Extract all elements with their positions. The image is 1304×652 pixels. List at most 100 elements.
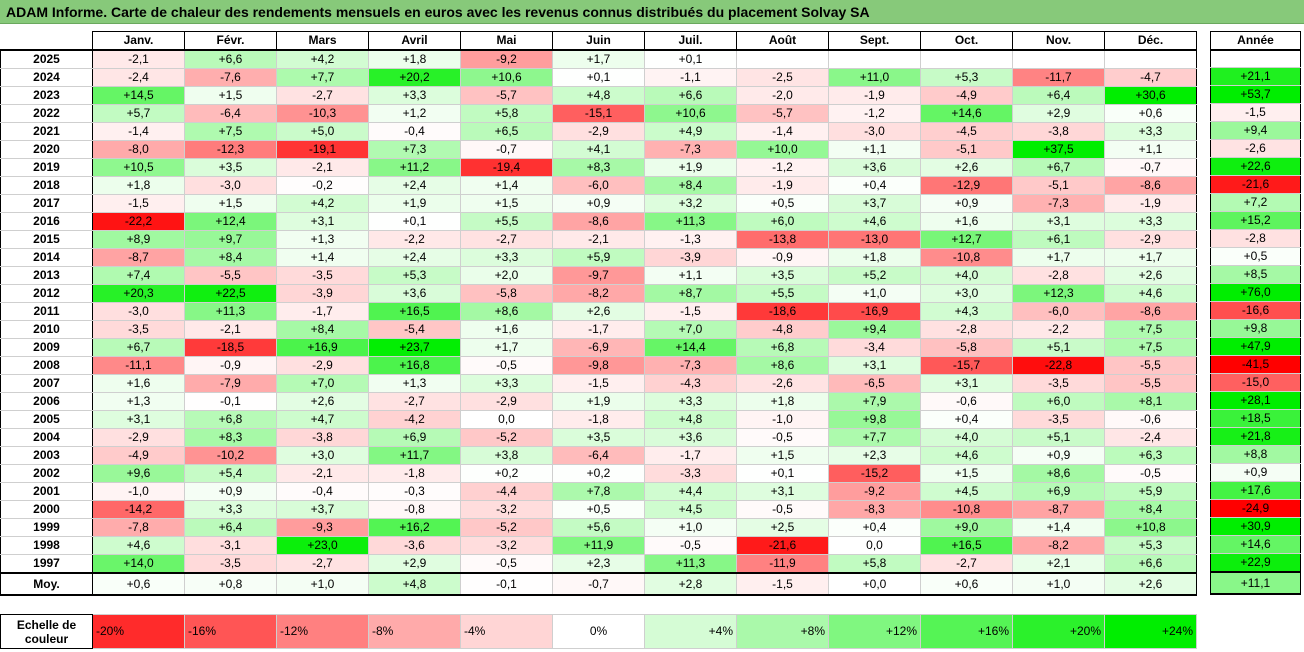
heatmap-cell: +4,7 bbox=[276, 410, 369, 429]
heatmap-cell: +7,4 bbox=[92, 266, 185, 285]
heatmap-cell: +1,7 bbox=[1012, 248, 1105, 267]
heatmap-cell: +7,3 bbox=[368, 140, 461, 159]
year-label: 2006 bbox=[0, 392, 93, 411]
year-label: 2004 bbox=[0, 428, 93, 447]
heatmap-cell: +4,6 bbox=[92, 536, 185, 555]
heatmap-cell: +0,6 bbox=[920, 572, 1013, 596]
heatmap-cell: +23,0 bbox=[276, 536, 369, 555]
month-header: Avril bbox=[368, 31, 461, 51]
heatmap-cell: +1,3 bbox=[276, 230, 369, 249]
heatmap-cell: +8,6 bbox=[736, 356, 829, 375]
heatmap-cell: +1,8 bbox=[828, 248, 921, 267]
heatmap-cell: -15,1 bbox=[552, 104, 645, 123]
heatmap-cell: -7,3 bbox=[644, 356, 737, 375]
heatmap-cell: +3,1 bbox=[736, 482, 829, 501]
heatmap-cell: +1,8 bbox=[736, 392, 829, 411]
average-label: Moy. bbox=[0, 572, 93, 596]
year-label: 2002 bbox=[0, 464, 93, 483]
heatmap-cell: +20,2 bbox=[368, 68, 461, 87]
heatmap-cell: -8,0 bbox=[92, 140, 185, 159]
heatmap-cell: -3,5 bbox=[1012, 410, 1105, 429]
heatmap-cell: +2,4 bbox=[368, 248, 461, 267]
heatmap-cell: +8,9 bbox=[92, 230, 185, 249]
year-label: 2014 bbox=[0, 248, 93, 267]
heatmap-cell: +2,5 bbox=[736, 518, 829, 537]
heatmap-cell: +4,2 bbox=[276, 194, 369, 213]
annual-column: Année +21,1 +53,7 -1,5 +9,4 -2,6 +22,6 -21,6 +7… bbox=[1210, 31, 1301, 595]
year-row: 2025 -2,1 +6,6 +4,2 +1,8 -9,2 +1,7 +0,1 bbox=[0, 49, 1197, 69]
heatmap-cell: +9,4 bbox=[828, 320, 921, 339]
heatmap-cell: +23,7 bbox=[368, 338, 461, 357]
heatmap-cell: -8,7 bbox=[1012, 500, 1105, 519]
heatmap-body: 2025 -2,1 +6,6 +4,2 +1,8 -9,2 +1,7 +0,1 2024 -2,4… bbox=[0, 49, 1197, 596]
heatmap-cell: +1,9 bbox=[644, 158, 737, 177]
heatmap-cell: +3,0 bbox=[920, 284, 1013, 303]
annual-row: -24,9 bbox=[1210, 499, 1301, 518]
heatmap-cell: +7,5 bbox=[1104, 320, 1197, 339]
heatmap-cell: -1,7 bbox=[276, 302, 369, 321]
heatmap-cell: +6,0 bbox=[736, 212, 829, 231]
color-scale-step: +12% bbox=[828, 614, 921, 649]
heatmap-cell: +3,3 bbox=[368, 86, 461, 105]
year-label: 2015 bbox=[0, 230, 93, 249]
heatmap-cell: -2,7 bbox=[276, 554, 369, 574]
annual-cell: -1,5 bbox=[1210, 103, 1301, 122]
year-row: 2005 +3,1 +6,8 +4,7 -4,2 0,0 -1,8 +4,8 -1,0 +9,8 +… bbox=[0, 410, 1197, 429]
heatmap-cell: +12,3 bbox=[1012, 284, 1105, 303]
year-row: 2001 -1,0 +0,9 -0,4 -0,3 -4,4 +7,8 +4,4 +3,1 -9,2… bbox=[0, 482, 1197, 501]
heatmap-cell: +30,6 bbox=[1104, 86, 1197, 105]
color-scale-step: -8% bbox=[368, 614, 461, 649]
heatmap-cell: -5,5 bbox=[1104, 356, 1197, 375]
heatmap-cell: -3,5 bbox=[92, 320, 185, 339]
annual-cell: +21,8 bbox=[1210, 427, 1301, 446]
year-label: 1997 bbox=[0, 554, 93, 574]
heatmap-cell: +3,1 bbox=[1012, 212, 1105, 231]
heatmap-cell: -4,3 bbox=[644, 374, 737, 393]
corner-header bbox=[0, 31, 93, 51]
heatmap-cell: +0,2 bbox=[460, 464, 553, 483]
annual-row bbox=[1210, 50, 1301, 68]
heatmap-cell: +1,7 bbox=[552, 49, 645, 69]
heatmap-cell: -0,1 bbox=[184, 392, 277, 411]
annual-cell: -21,6 bbox=[1210, 175, 1301, 194]
heatmap-cell: +3,5 bbox=[184, 158, 277, 177]
annual-cell: -16,6 bbox=[1210, 301, 1301, 320]
heatmap-cell: -1,2 bbox=[828, 104, 921, 123]
heatmap-cell: +6,7 bbox=[1012, 158, 1105, 177]
heatmap-cell: -3,4 bbox=[828, 338, 921, 357]
color-scale-step: +16% bbox=[920, 614, 1013, 649]
heatmap-cell: +10,6 bbox=[460, 68, 553, 87]
heatmap-cell: +10,6 bbox=[644, 104, 737, 123]
heatmap-cell: +8,4 bbox=[184, 248, 277, 267]
heatmap-cell: +8,1 bbox=[1104, 392, 1197, 411]
heatmap-cell: -5,2 bbox=[460, 428, 553, 447]
heatmap-cell: -2,0 bbox=[736, 86, 829, 105]
heatmap-cell: +1,0 bbox=[644, 518, 737, 537]
heatmap-cell: +1,2 bbox=[368, 104, 461, 123]
color-scale-step: +24% bbox=[1104, 614, 1197, 649]
annual-header: Année bbox=[1210, 31, 1301, 51]
heatmap-cell: +3,3 bbox=[1104, 122, 1197, 141]
heatmap-cell: +11,0 bbox=[828, 68, 921, 87]
heatmap-cell: +0,5 bbox=[552, 500, 645, 519]
year-label: 2022 bbox=[0, 104, 93, 123]
heatmap-cell: +2,3 bbox=[828, 446, 921, 465]
heatmap-cell: +1,1 bbox=[644, 266, 737, 285]
year-row: 2017 -1,5 +1,5 +4,2 +1,9 +1,5 +0,9 +3,2 +0,5 +3,7… bbox=[0, 194, 1197, 213]
heatmap-cell: +12,4 bbox=[184, 212, 277, 231]
heatmap-cell: -2,9 bbox=[1104, 230, 1197, 249]
heatmap-cell: -2,9 bbox=[552, 122, 645, 141]
heatmap-cell: +3,5 bbox=[552, 428, 645, 447]
color-scale-label: Echelle de couleur bbox=[0, 614, 93, 649]
heatmap-cell: +3,3 bbox=[460, 374, 553, 393]
heatmap-cell: -1,8 bbox=[552, 410, 645, 429]
annual-row: +8,8 bbox=[1210, 445, 1301, 464]
heatmap-cell: -19,1 bbox=[276, 140, 369, 159]
color-scale-step: -20% bbox=[92, 614, 185, 649]
heatmap-cell: -3,5 bbox=[276, 266, 369, 285]
heatmap-cell: -2,1 bbox=[92, 49, 185, 69]
heatmap-cell: +3,2 bbox=[644, 194, 737, 213]
heatmap-cell: +1,6 bbox=[92, 374, 185, 393]
annual-cell: +0,9 bbox=[1210, 463, 1301, 482]
heatmap-cell: -0,2 bbox=[276, 176, 369, 195]
